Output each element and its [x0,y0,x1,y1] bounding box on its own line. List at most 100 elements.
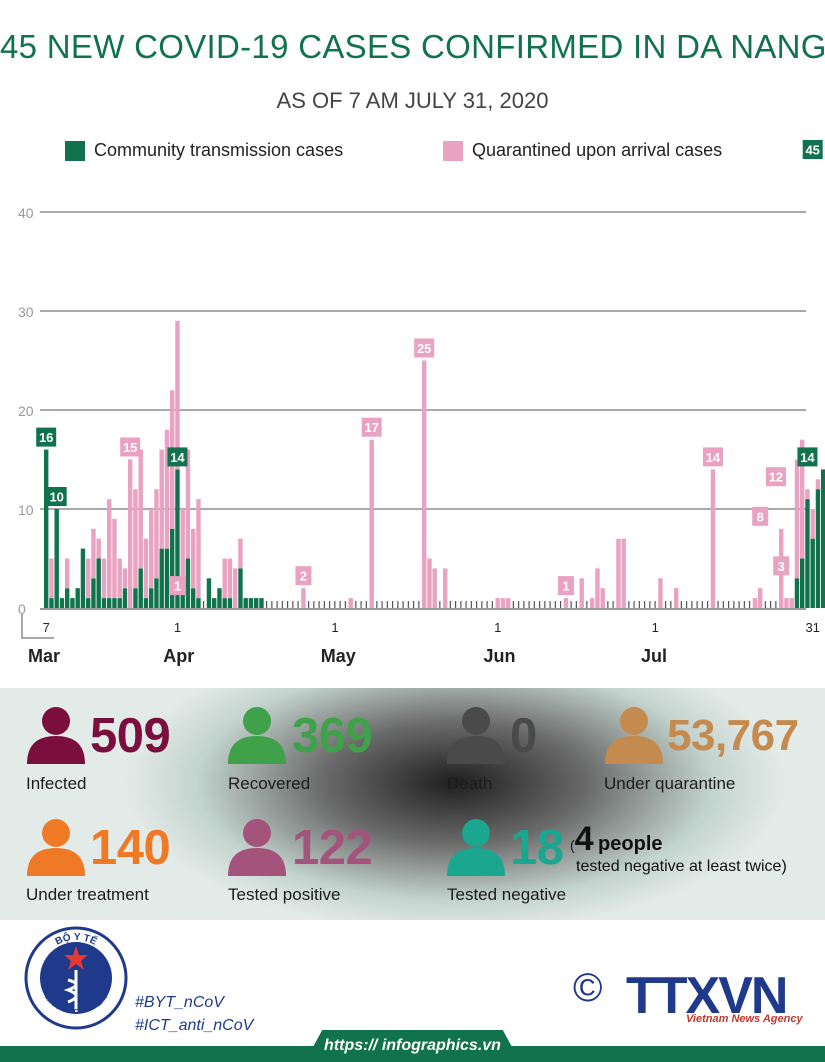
bar-quarantine [233,568,238,608]
day-tick [334,601,336,608]
bar-community [122,588,128,608]
bar-community [212,598,217,608]
day-tick [633,601,635,608]
person-icon-recovered [228,707,286,764]
bar-community [159,548,164,608]
day-tick [533,601,535,608]
x-tick-label: 7 [43,620,50,635]
day-tick [465,601,467,608]
bar-community [49,598,54,608]
day-tick [686,601,688,608]
bar-community [170,528,175,608]
day-tick [738,601,740,608]
annotation-label: 8 [757,509,764,524]
bar-quarantine [191,528,196,589]
month-label: Mar [28,646,60,666]
day-tick [770,601,772,608]
person-icon-positive [228,819,286,876]
month-label: Jun [484,646,516,666]
annotation-box [169,576,186,596]
bar-quarantine [196,499,201,599]
x-tick-label: 31 [805,620,819,635]
legend-quarantine: Quarantined upon arrival cases [443,140,722,161]
x-tick-label: 1 [331,620,338,635]
day-tick [292,601,294,608]
day-tick [628,601,630,608]
stat-label-infected: Infected [26,774,87,793]
note-open-paren: ( [570,837,575,853]
day-tick [670,601,672,608]
x-tick-label: 1 [174,620,181,635]
bar-quarantine [758,588,763,608]
day-tick [276,601,278,608]
bar-quarantine [101,558,107,599]
day-tick [439,601,441,608]
day-tick [376,601,378,608]
logo-text-top: BỘ Y TẾ [54,930,100,947]
day-tick [491,601,493,608]
bar-quarantine [117,558,122,599]
website-link[interactable]: https:// infographics.vn [305,1030,520,1062]
note-word: people [598,833,663,855]
day-tick [476,601,478,608]
annotation-box [702,447,723,467]
bar-community [54,509,59,608]
x-tick-label: 1 [652,620,659,635]
bar-quarantine [133,489,138,589]
annotation-label: 25 [417,341,431,356]
stat-label-tested-positive: Tested positive [228,885,341,904]
bar-quarantine [674,588,679,608]
bar-quarantine [175,320,180,470]
bar-quarantine [789,598,794,608]
stat-number-recovered: 369 [292,709,373,763]
bar-community [227,598,233,608]
day-tick [696,601,698,608]
annotation-box [46,487,67,506]
bar-community [243,598,248,608]
day-tick [649,601,651,608]
ministry-of-health-logo: BỘ Y TẾ MINISTRY OF HEALTH [24,926,128,1030]
day-tick [549,601,551,608]
person-icon-treatment [27,819,85,876]
bar-quarantine [800,439,805,559]
day-tick [544,601,546,608]
day-tick [386,601,388,608]
bar-quarantine [138,449,143,569]
bar-quarantine [164,429,170,549]
day-tick [612,601,614,608]
website-url: https:// infographics.vn [324,1037,501,1054]
axis-bracket [21,614,54,639]
legend-quarantine-label: Quarantined upon arrival cases [472,140,723,160]
legend-community-swatch [65,140,85,161]
bar-quarantine [91,528,96,579]
person-icon-death [447,707,505,764]
day-tick [281,601,283,608]
stats-panel: 509 Infected 369 Recovered 0 Death 53,76… [0,688,825,920]
day-tick [528,601,530,608]
day-tick [654,601,656,608]
bar-quarantine [86,558,91,599]
bar-quarantine [222,558,227,599]
bar-community [805,499,810,608]
month-label: May [321,646,356,666]
day-tick [644,601,646,608]
day-tick [691,601,693,608]
bar-quarantine [128,459,133,608]
bar-community [206,578,212,608]
page-subtitle: AS OF 7 AM JULY 31, 2020 [276,88,549,113]
annotation-label: 14 [706,450,721,465]
svg-text:BỘ Y TẾ: BỘ Y TẾ [54,930,100,947]
bar-community [117,598,122,608]
day-tick [575,601,577,608]
day-tick [313,601,315,608]
legend-quarantine-swatch [443,140,463,161]
day-tick [560,601,562,608]
person-icon-quarantine [605,707,663,764]
day-tick [329,601,331,608]
bar-quarantine [227,558,233,599]
day-tick [554,601,556,608]
copyright-icon: © [573,966,603,1010]
bar-community [96,558,101,608]
annotation-box [120,437,141,457]
chart: 0 10 20 30 40 16 10 15 1 14 2 17 25 1 14 8 12 3 14 45 7 1 1 1 1 3… [18,140,825,666]
